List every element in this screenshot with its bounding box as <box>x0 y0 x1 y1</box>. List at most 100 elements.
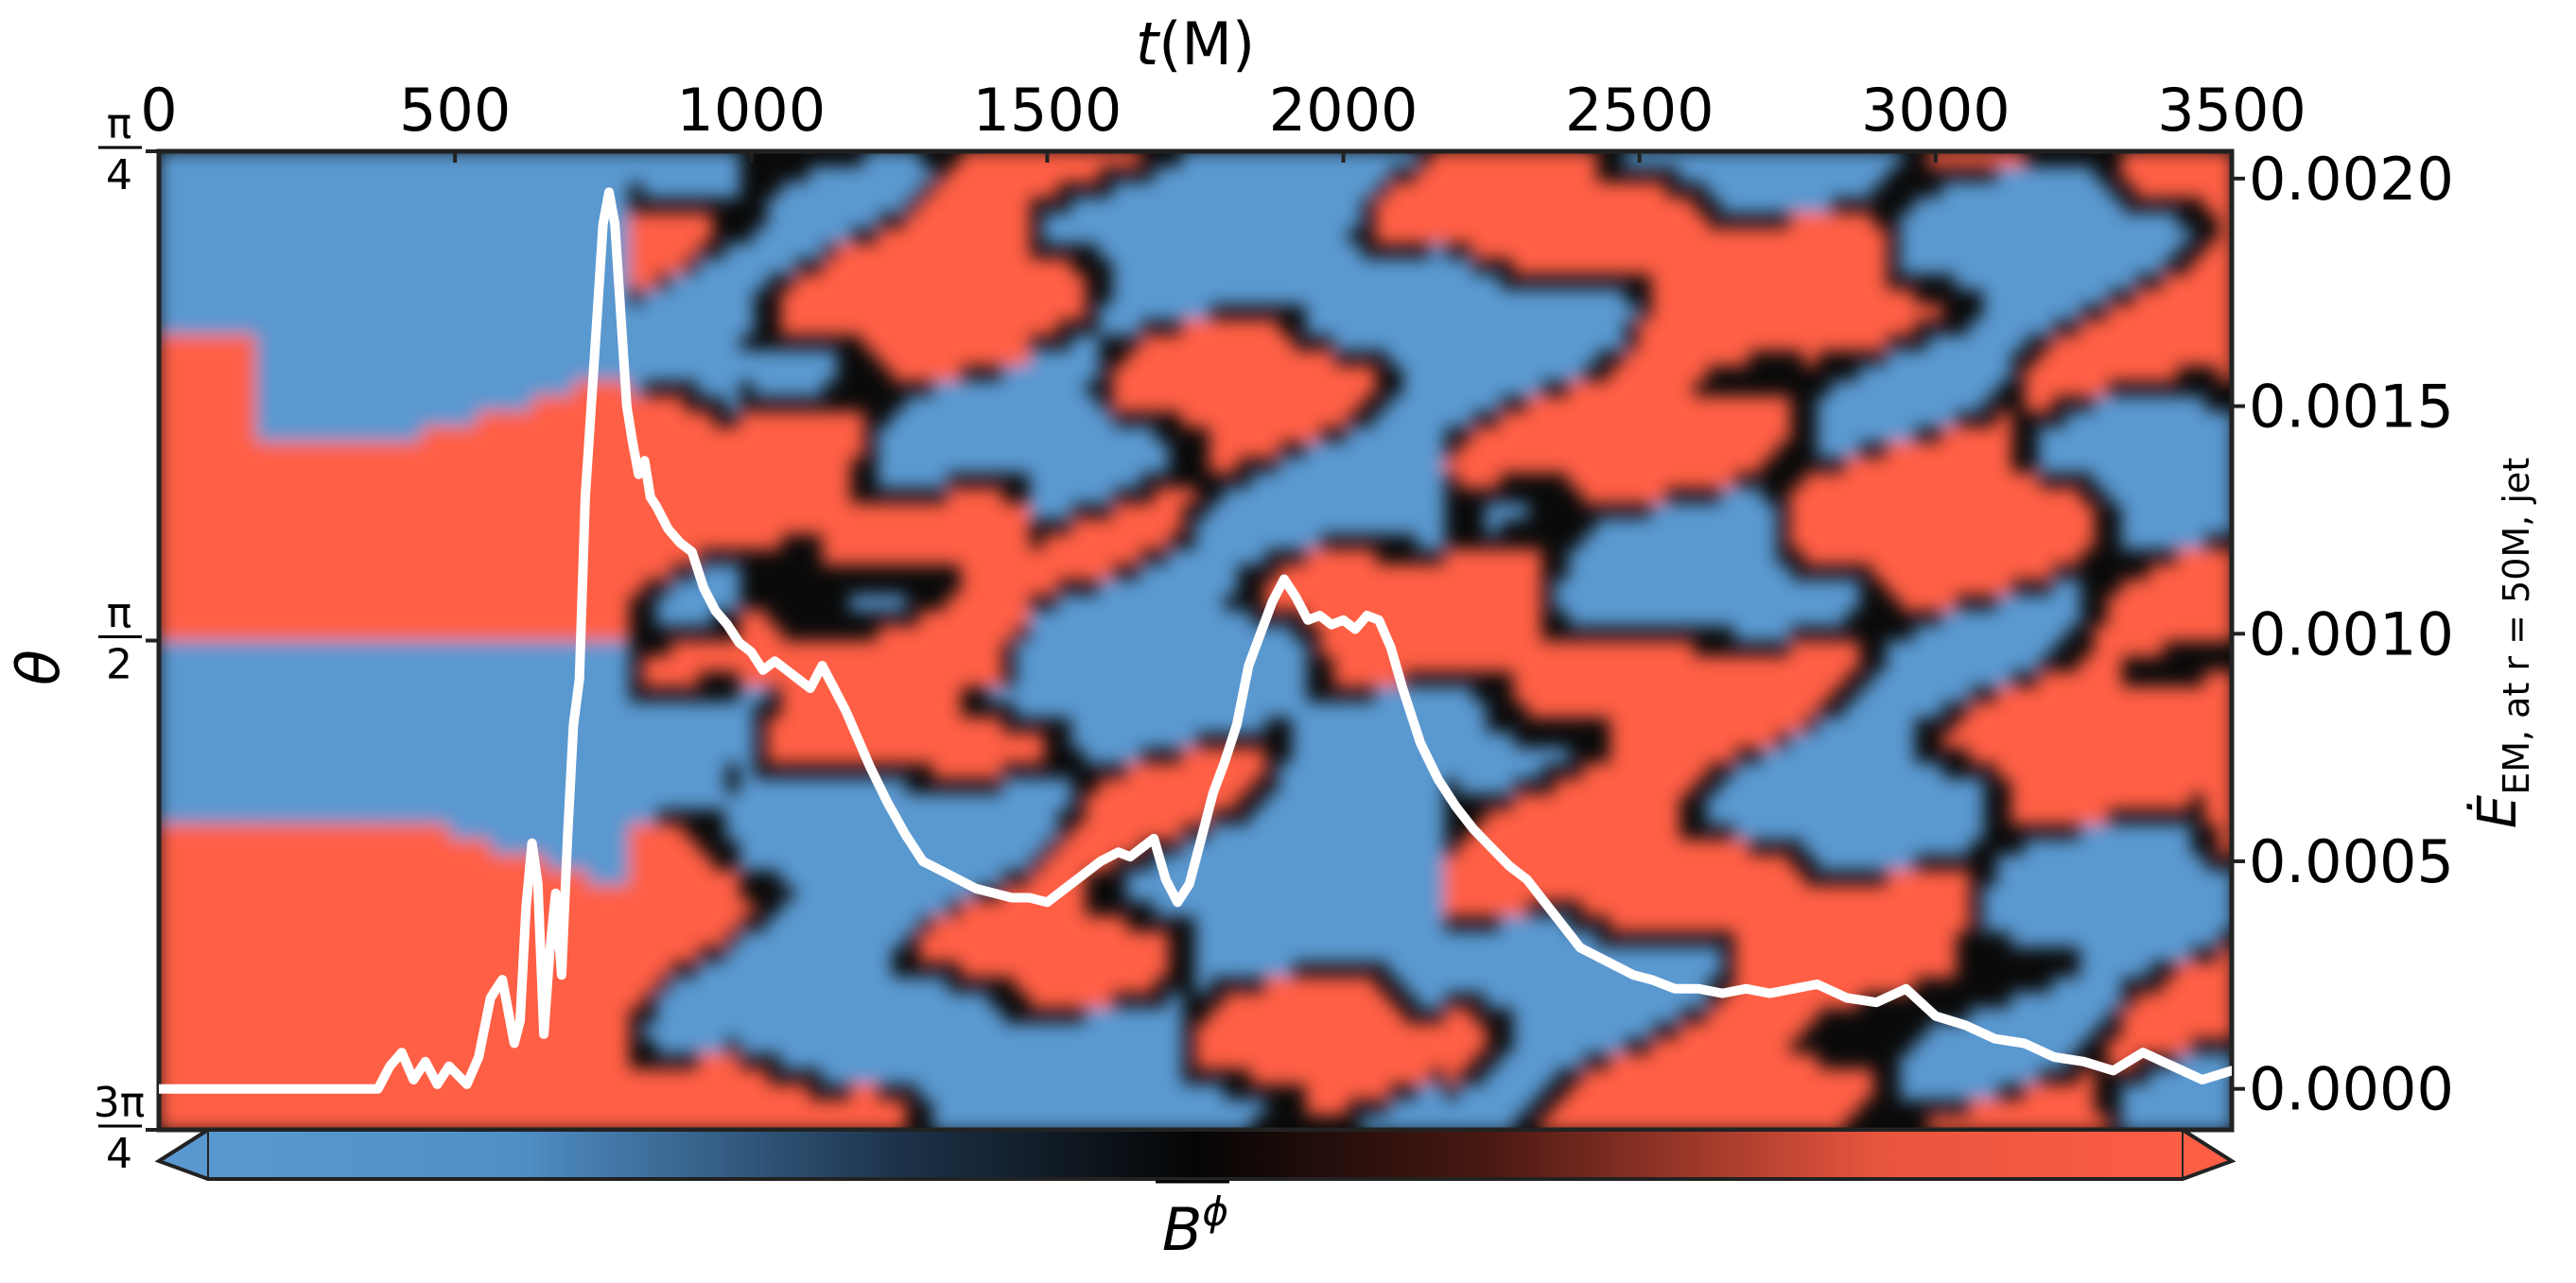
heatmap-cell <box>739 992 755 1009</box>
heatmap-cell <box>587 595 602 612</box>
heatmap-cell <box>1333 197 1349 214</box>
heatmap-cell <box>960 350 976 367</box>
heatmap-cell <box>947 1053 962 1070</box>
heatmap-cell <box>1070 686 1087 703</box>
heatmap-cell <box>228 655 243 672</box>
heatmap-cell <box>1305 350 1321 367</box>
heatmap-cell <box>531 380 548 397</box>
heatmap-cell <box>1125 182 1141 199</box>
heatmap-cell <box>974 839 989 856</box>
heatmap-cell <box>725 1053 740 1070</box>
heatmap-cell <box>891 778 907 795</box>
heatmap-cell <box>283 1007 299 1024</box>
heatmap-cell <box>974 1007 989 1024</box>
heatmap-cell <box>310 885 326 902</box>
heatmap-cell <box>200 288 216 305</box>
heatmap-cell <box>1195 227 1210 245</box>
heatmap-cell <box>324 182 339 199</box>
heatmap-cell <box>1305 915 1321 932</box>
heatmap-cell <box>1112 915 1127 932</box>
heatmap-cell <box>379 1022 395 1039</box>
heatmap-cell <box>214 977 230 994</box>
heatmap-cell <box>339 915 354 932</box>
heatmap-cell <box>255 808 270 825</box>
heatmap-cell <box>905 350 920 367</box>
heatmap-cell <box>435 518 450 535</box>
heatmap-cell <box>200 151 216 168</box>
heatmap-cell <box>393 212 409 229</box>
heatmap-cell <box>339 319 354 337</box>
heatmap-cell <box>269 747 285 764</box>
heatmap-cell <box>767 945 782 963</box>
heatmap-cell <box>753 793 768 810</box>
heatmap-cell <box>435 655 450 672</box>
heatmap-cell <box>1305 503 1321 520</box>
heatmap-cell <box>186 319 201 337</box>
heatmap-cell <box>366 303 381 321</box>
heatmap-cell <box>932 288 948 305</box>
heatmap-cell <box>711 303 727 321</box>
heatmap-cell <box>214 778 230 795</box>
heatmap-cell <box>241 640 257 657</box>
heatmap-cell <box>1319 518 1335 535</box>
heatmap-cell <box>656 548 671 565</box>
heatmap-cell <box>753 258 768 275</box>
heatmap-cell <box>241 778 257 795</box>
heatmap-cell <box>504 166 519 183</box>
heatmap-cell <box>283 732 299 749</box>
heatmap-cell <box>573 992 588 1009</box>
heatmap-cell <box>159 900 174 917</box>
heatmap-cell <box>1112 824 1127 841</box>
heatmap-cell <box>255 702 270 719</box>
heatmap-cell <box>1016 350 1031 367</box>
heatmap-cell <box>1125 472 1141 489</box>
heatmap-cell <box>628 533 644 550</box>
heatmap-cell <box>1056 655 1072 672</box>
heatmap-cell <box>200 610 216 627</box>
heatmap-cell <box>435 442 450 459</box>
heatmap-cell <box>1250 1068 1266 1085</box>
heatmap-cell <box>974 1084 989 1101</box>
heatmap-cell <box>1333 579 1349 596</box>
heatmap-cell <box>283 258 299 275</box>
heatmap-cell <box>1236 1099 1252 1116</box>
heatmap-cell <box>1361 442 1376 459</box>
heatmap-cell <box>255 1099 270 1116</box>
heatmap-cell <box>186 686 201 703</box>
heatmap-cell <box>697 503 713 520</box>
heatmap-cell <box>228 1114 243 1130</box>
heatmap-cell <box>587 793 602 810</box>
heatmap-cell <box>1278 380 1294 397</box>
heatmap-cell <box>393 350 409 367</box>
heatmap-cell <box>228 182 243 199</box>
heatmap-cell <box>1112 243 1127 260</box>
heatmap-cell <box>172 992 188 1009</box>
heatmap-cell <box>836 1038 851 1055</box>
heatmap-cell <box>283 686 299 703</box>
heatmap-cell <box>739 365 755 382</box>
heatmap-cell <box>1361 1114 1376 1130</box>
heatmap-cell <box>241 670 257 687</box>
heatmap-cell <box>504 670 519 687</box>
heatmap-cell <box>642 885 658 902</box>
heatmap-cell <box>1125 197 1141 214</box>
heatmap-cell <box>697 533 713 550</box>
heatmap-cell <box>656 992 671 1009</box>
heatmap-cell <box>615 640 630 657</box>
heatmap-cell <box>408 1114 423 1130</box>
heatmap-cell <box>1223 670 1238 687</box>
heatmap-cell <box>1140 212 1156 229</box>
heatmap-cell <box>228 808 243 825</box>
heatmap-cell <box>310 410 326 428</box>
heatmap-cell <box>587 732 602 749</box>
heatmap-cell <box>1125 457 1141 474</box>
heatmap-cell <box>587 518 602 535</box>
heatmap-cell <box>421 1007 437 1024</box>
heatmap-cell <box>408 854 423 872</box>
heatmap-cell <box>214 472 230 489</box>
heatmap-cell <box>172 335 188 352</box>
heatmap-cell <box>1016 1099 1031 1116</box>
heatmap-cell <box>186 870 201 887</box>
heatmap-cell <box>214 747 230 764</box>
heatmap-cell <box>739 778 755 795</box>
